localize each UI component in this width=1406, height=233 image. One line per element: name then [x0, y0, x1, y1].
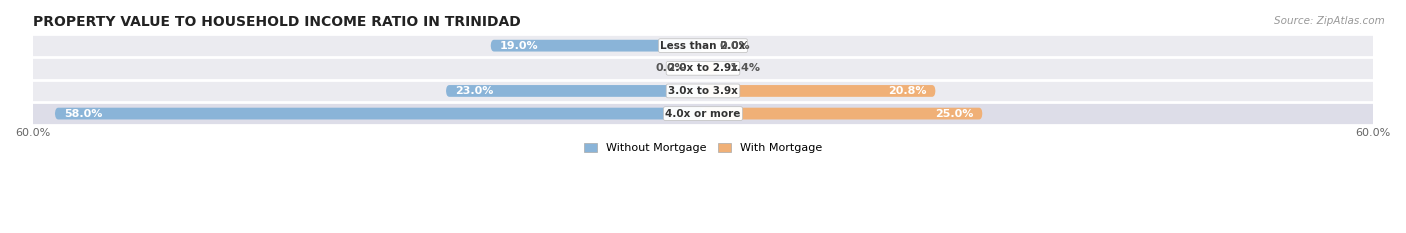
FancyBboxPatch shape: [446, 85, 703, 97]
Text: 4.0x or more: 4.0x or more: [665, 109, 741, 119]
FancyBboxPatch shape: [491, 40, 703, 51]
Text: 0.0%: 0.0%: [655, 63, 686, 73]
Text: 3.0x to 3.9x: 3.0x to 3.9x: [668, 86, 738, 96]
Text: 25.0%: 25.0%: [935, 109, 973, 119]
Text: 0.0%: 0.0%: [720, 41, 751, 51]
Bar: [32, 57, 1374, 80]
Bar: [32, 80, 1374, 102]
FancyBboxPatch shape: [55, 108, 703, 120]
Legend: Without Mortgage, With Mortgage: Without Mortgage, With Mortgage: [579, 138, 827, 157]
Bar: [32, 34, 1374, 57]
Text: 20.8%: 20.8%: [889, 86, 927, 96]
Text: 2.0x to 2.9x: 2.0x to 2.9x: [668, 63, 738, 73]
Bar: [32, 102, 1374, 125]
FancyBboxPatch shape: [703, 62, 718, 74]
FancyBboxPatch shape: [703, 85, 935, 97]
Text: Source: ZipAtlas.com: Source: ZipAtlas.com: [1274, 16, 1385, 26]
Text: Less than 2.0x: Less than 2.0x: [661, 41, 745, 51]
Text: 58.0%: 58.0%: [63, 109, 103, 119]
Text: 19.0%: 19.0%: [499, 41, 538, 51]
Text: PROPERTY VALUE TO HOUSEHOLD INCOME RATIO IN TRINIDAD: PROPERTY VALUE TO HOUSEHOLD INCOME RATIO…: [32, 15, 520, 29]
FancyBboxPatch shape: [703, 108, 983, 120]
Text: 23.0%: 23.0%: [456, 86, 494, 96]
Text: 1.4%: 1.4%: [730, 63, 761, 73]
